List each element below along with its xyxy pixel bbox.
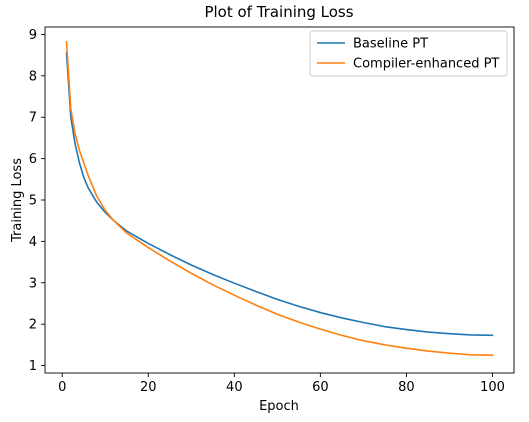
y-tick-label: 6 [29, 152, 37, 167]
legend-label-2: Compiler-enhanced PT [353, 57, 499, 72]
y-tick-label: 3 [29, 276, 37, 291]
y-axis-label: Training Loss [10, 158, 25, 243]
x-tick-label: 60 [312, 380, 329, 395]
x-axis-label: Epoch [259, 399, 299, 414]
x-tick-label: 80 [398, 380, 415, 395]
series-line-2 [67, 42, 493, 355]
axes-frame [45, 27, 514, 373]
y-tick-label: 1 [29, 359, 37, 374]
x-tick-label: 0 [58, 380, 66, 395]
x-tick-label: 40 [226, 380, 243, 395]
y-tick-label: 5 [29, 194, 37, 209]
legend: Baseline PT Compiler-enhanced PT [310, 31, 507, 76]
y-tick-label: 4 [29, 235, 37, 250]
legend-label-1: Baseline PT [353, 37, 428, 52]
chart-title: Plot of Training Loss [204, 3, 353, 21]
plot-area: 0 20 40 60 80 100 1 2 3 4 5 6 7 8 9 [29, 27, 514, 395]
x-tick-label: 20 [140, 380, 157, 395]
series-line-1 [67, 53, 493, 335]
y-tick-label: 9 [29, 28, 37, 43]
y-tick-label: 2 [29, 318, 37, 333]
y-tick-label: 7 [29, 111, 37, 126]
x-tick-label: 100 [480, 380, 505, 395]
y-tick-label: 8 [29, 69, 37, 84]
